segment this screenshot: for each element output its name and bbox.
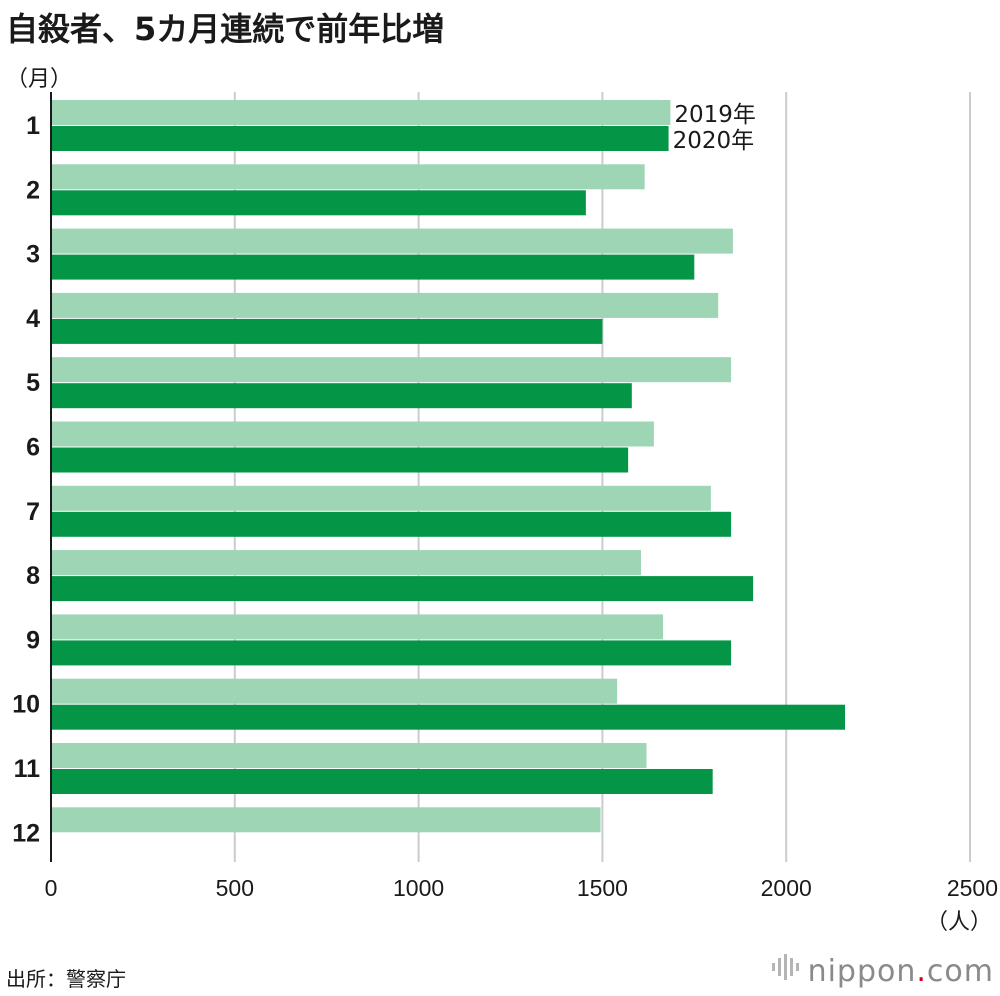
legend-label: 2020年 xyxy=(673,128,755,154)
bar-2019年-2 xyxy=(51,164,645,190)
bar-2019年-7 xyxy=(51,485,711,511)
legend-label: 2019年 xyxy=(674,102,756,128)
brand-tld: com xyxy=(926,953,994,989)
y-axis-unit: （月） xyxy=(6,67,73,92)
brand-dot: . xyxy=(916,953,927,989)
y-tick-label: 4 xyxy=(26,305,40,333)
x-tick-label: 2000 xyxy=(761,875,812,901)
bar-2020年-9 xyxy=(51,640,732,666)
x-tick-label: 0 xyxy=(45,875,58,901)
x-tick-label: 1500 xyxy=(577,875,628,901)
y-tick-label: 10 xyxy=(12,691,40,719)
bar-2019年-8 xyxy=(51,550,641,576)
y-tick-label: 11 xyxy=(14,755,41,783)
y-tick-label: 1 xyxy=(26,112,40,140)
bar-2019年-9 xyxy=(51,614,664,640)
source-note: 出所：警察庁 xyxy=(6,967,126,991)
bar-2020年-5 xyxy=(51,383,632,409)
y-tick-label: 9 xyxy=(26,626,40,654)
bar-2020年-11 xyxy=(51,769,713,794)
bar-2019年-6 xyxy=(51,421,654,447)
bar-2020年-6 xyxy=(51,447,629,473)
y-tick-label: 7 xyxy=(26,498,40,526)
bar-2019年-11 xyxy=(51,743,647,768)
x-tick-label: 1000 xyxy=(393,875,444,901)
y-tick-label: 2 xyxy=(26,176,40,204)
bar-2019年-12 xyxy=(51,807,601,833)
bar-2019年-5 xyxy=(51,357,732,383)
y-tick-label: 12 xyxy=(12,819,40,847)
bar-2020年-4 xyxy=(51,318,603,344)
bar-2020年-2 xyxy=(51,190,586,216)
bar-2019年-3 xyxy=(51,228,733,254)
bar-2019年-4 xyxy=(51,292,719,318)
bar-2019年-1 xyxy=(51,100,671,125)
brand-name: nippon xyxy=(807,953,917,989)
bar-2020年-10 xyxy=(51,704,846,730)
x-tick-label: 500 xyxy=(216,875,254,901)
y-tick-label: 5 xyxy=(26,369,40,397)
grid-layer xyxy=(233,92,971,862)
bar-2020年-7 xyxy=(51,511,732,537)
y-tick-label: 3 xyxy=(26,241,40,269)
bar-2020年-3 xyxy=(51,254,695,280)
y-tick-label: 8 xyxy=(26,562,40,590)
y-tick-label: 6 xyxy=(26,434,40,462)
x-tick-label: 2500 xyxy=(947,875,998,901)
x-axis-unit: （人） xyxy=(925,910,992,935)
bar-layer xyxy=(51,100,846,833)
bar-2020年-8 xyxy=(51,576,754,602)
brand-logo: nippon. com xyxy=(770,952,994,990)
chart-title: 自殺者、5カ月連続で前年比増 xyxy=(6,10,445,48)
bar-2020年-1 xyxy=(51,126,669,151)
label-layer: 0 500 1000 1500 2000 25001234567891011122019年… xyxy=(12,102,998,901)
bar-2019年-10 xyxy=(51,678,618,704)
waveform-icon xyxy=(770,952,800,990)
